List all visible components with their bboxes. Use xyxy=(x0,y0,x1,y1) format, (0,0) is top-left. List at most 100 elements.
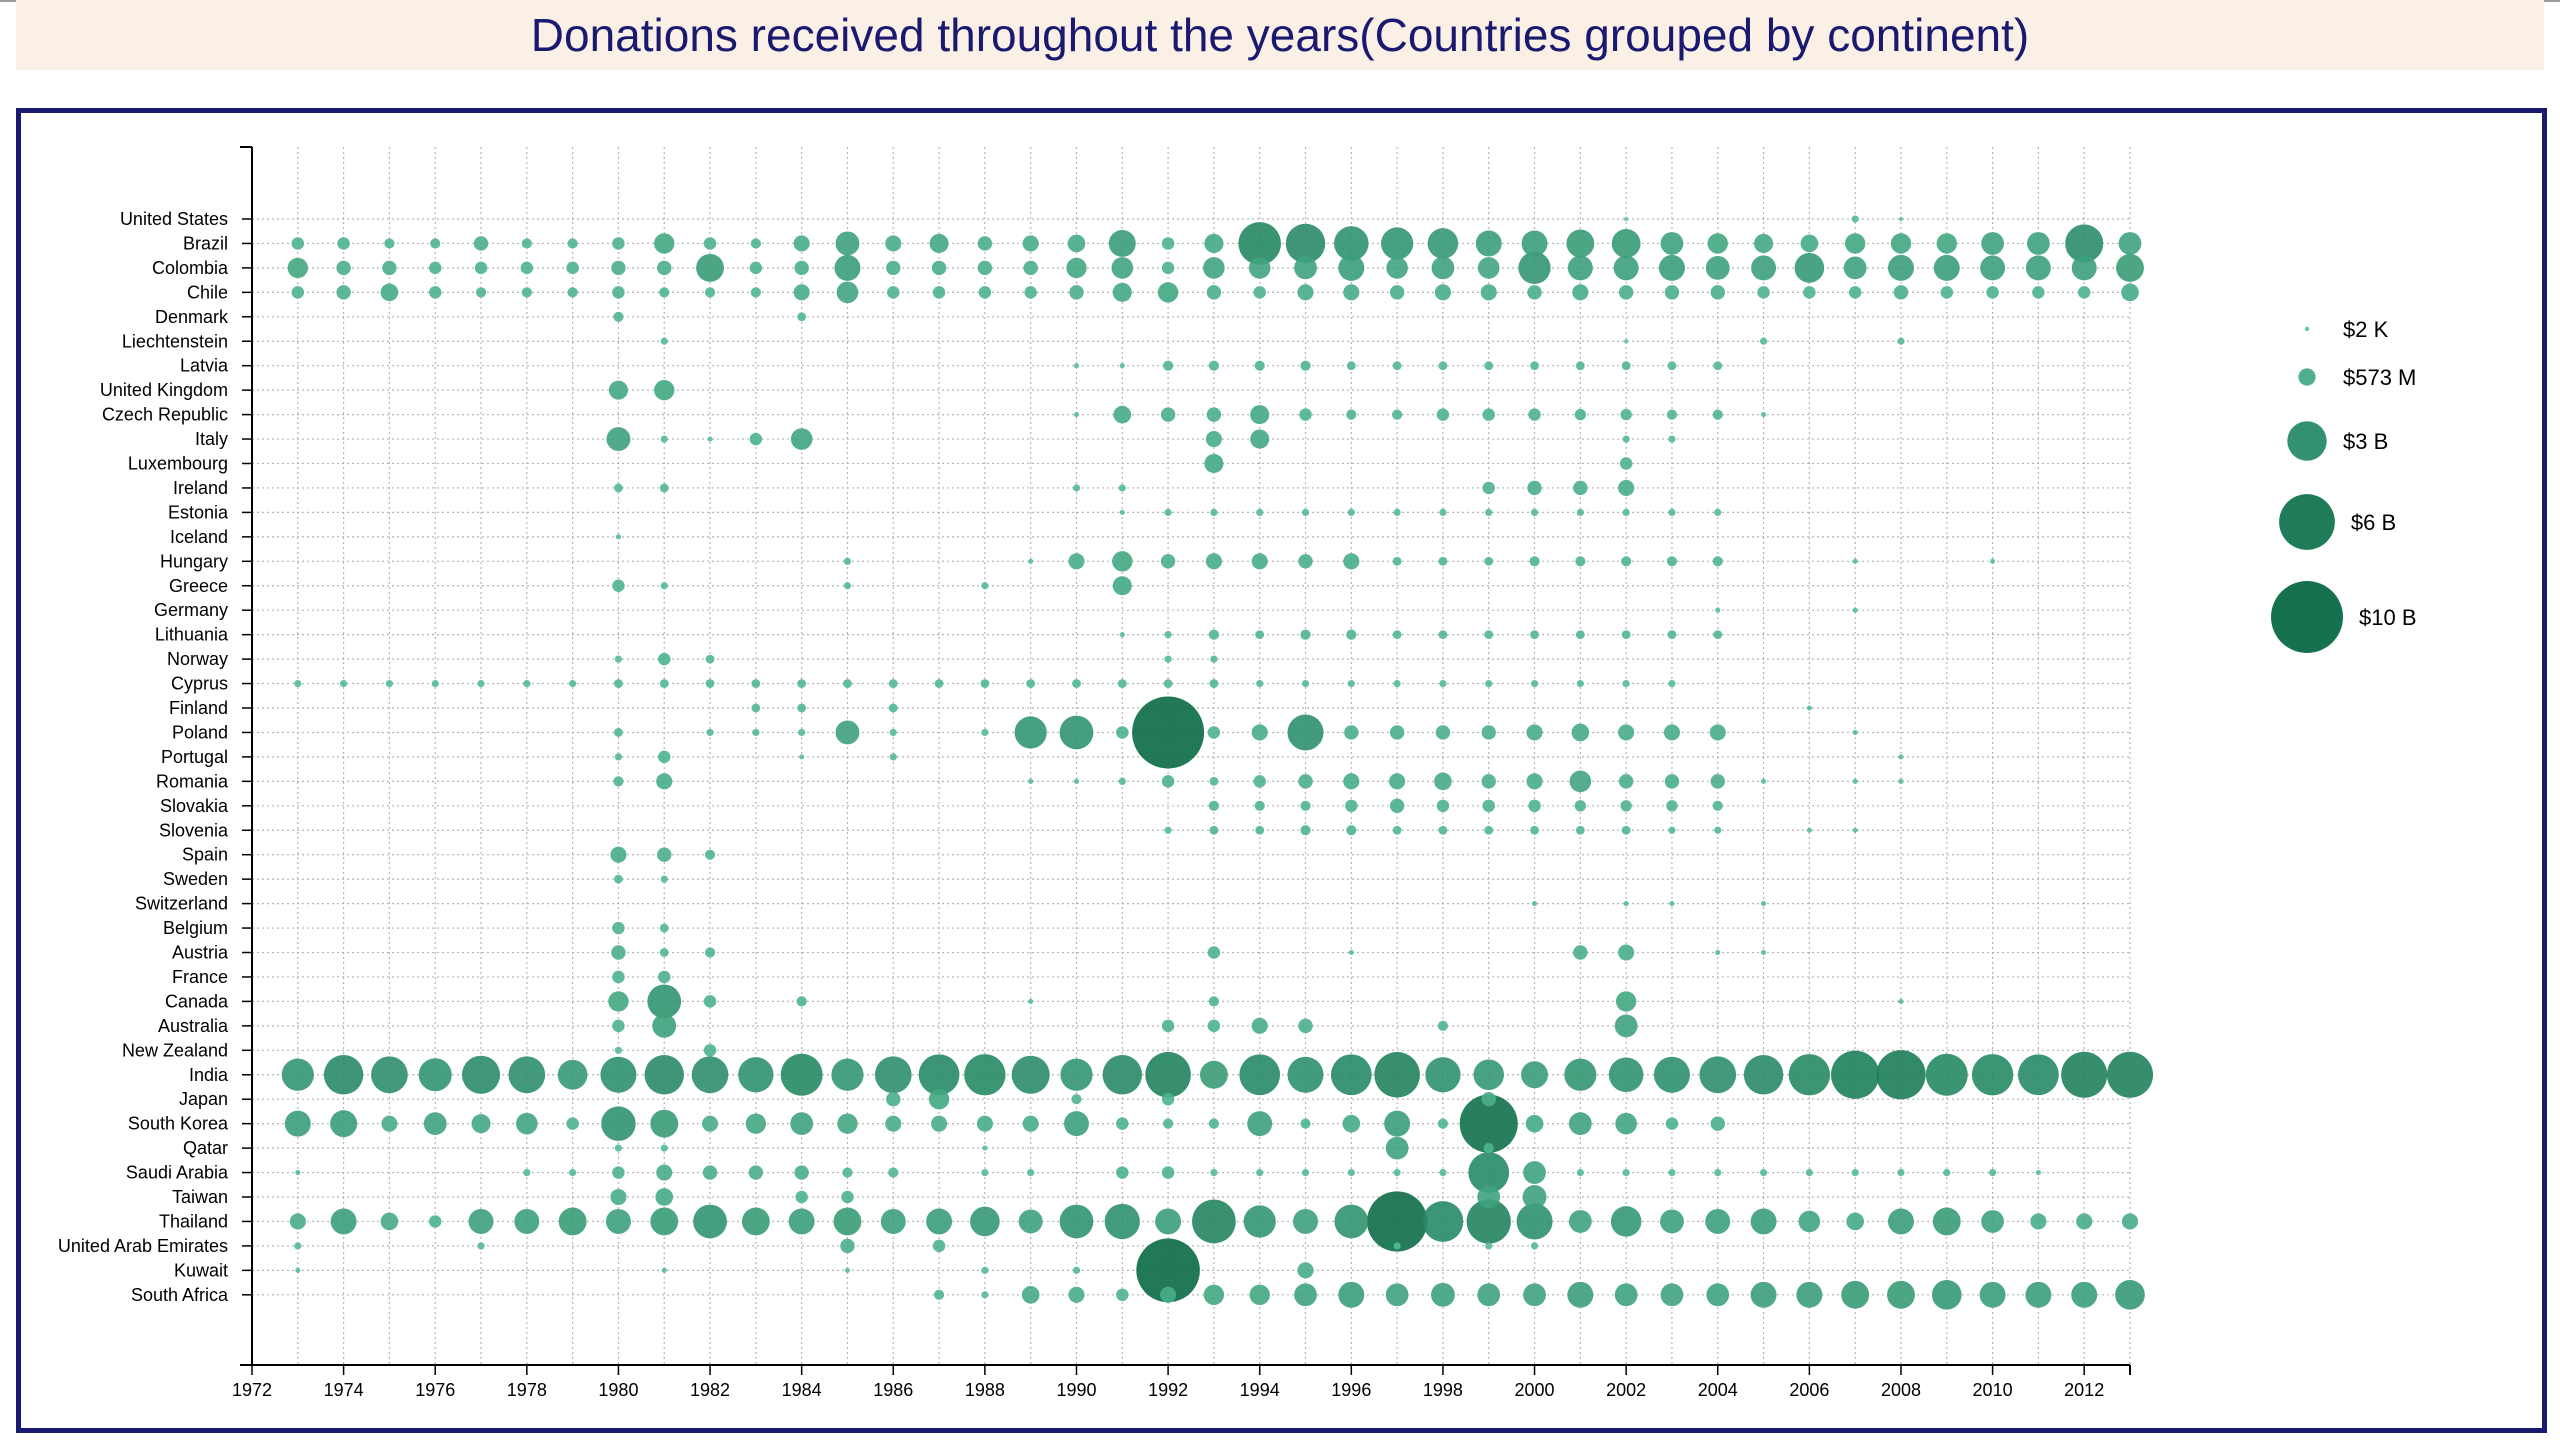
data-point xyxy=(1897,1168,1905,1177)
data-point xyxy=(1527,480,1542,496)
data-point xyxy=(336,285,351,300)
legend-label: $3 B xyxy=(2343,429,2388,454)
data-point xyxy=(658,970,671,984)
data-point xyxy=(1161,237,1175,250)
data-point xyxy=(612,1166,625,1179)
data-point xyxy=(2032,286,2045,299)
data-point xyxy=(1298,554,1313,569)
data-point xyxy=(844,1267,851,1273)
data-point xyxy=(1163,1118,1174,1129)
data-point xyxy=(705,679,715,688)
data-point xyxy=(1516,1203,1553,1240)
data-point xyxy=(797,679,807,688)
data-point xyxy=(1118,484,1126,492)
data-point xyxy=(703,237,717,250)
data-point xyxy=(1567,1281,1594,1308)
data-point xyxy=(1104,1203,1140,1240)
data-point xyxy=(650,1207,679,1236)
data-point xyxy=(1367,1191,1428,1252)
data-point xyxy=(1334,226,1369,261)
data-point xyxy=(1161,261,1175,275)
data-point xyxy=(1980,255,2006,281)
data-point xyxy=(1209,776,1219,786)
data-point xyxy=(1714,826,1722,834)
data-point xyxy=(1526,773,1543,790)
data-point xyxy=(1160,1286,1177,1303)
y-tick-label: Saudi Arabia xyxy=(126,1163,229,1183)
data-point xyxy=(1754,233,1774,253)
data-point xyxy=(557,1059,588,1090)
data-point xyxy=(841,1190,854,1204)
data-point xyxy=(1287,714,1324,751)
data-point xyxy=(981,582,989,590)
data-point xyxy=(749,261,763,275)
x-tick-label: 1982 xyxy=(690,1380,730,1400)
data-point xyxy=(477,1242,485,1250)
y-tick-label: Czech Republic xyxy=(102,405,228,425)
data-point xyxy=(885,1115,902,1132)
x-tick-label: 2004 xyxy=(1698,1380,1738,1400)
y-tick-label: Finland xyxy=(169,698,228,718)
y-tick-label: Latvia xyxy=(180,356,229,376)
x-tick-label: 1976 xyxy=(415,1380,455,1400)
data-point xyxy=(1614,1283,1638,1307)
data-point xyxy=(1610,1206,1642,1237)
data-point xyxy=(1714,508,1722,516)
data-point xyxy=(2118,232,2142,255)
data-point xyxy=(704,287,716,298)
data-point xyxy=(1434,284,1451,301)
data-point xyxy=(835,720,860,745)
y-tick-label: Japan xyxy=(179,1089,228,1109)
data-point xyxy=(1113,405,1132,424)
data-point xyxy=(780,1053,823,1096)
legend-swatch xyxy=(2304,326,2310,332)
data-point xyxy=(523,1168,531,1177)
legend-label: $573 M xyxy=(2343,365,2416,390)
data-point xyxy=(1981,1210,2004,1233)
data-point xyxy=(1136,1238,1200,1303)
data-point xyxy=(567,287,578,298)
data-point xyxy=(1615,991,1637,1012)
data-point xyxy=(1898,778,1904,784)
data-point xyxy=(1622,1168,1630,1177)
data-point xyxy=(885,235,902,252)
data-point xyxy=(1161,775,1175,788)
data-point xyxy=(1482,799,1495,813)
data-point xyxy=(1530,825,1539,835)
gridlines xyxy=(252,147,2131,1365)
data-point xyxy=(1250,405,1270,425)
data-point xyxy=(1898,754,1904,760)
data-point xyxy=(1523,1283,1546,1307)
y-tick-label: United Arab Emirates xyxy=(58,1236,228,1256)
y-tick-label: Slovakia xyxy=(160,796,229,816)
data-point xyxy=(1422,1201,1464,1242)
data-point xyxy=(514,1208,540,1234)
data-point xyxy=(430,238,441,249)
data-point xyxy=(977,260,993,276)
data-point xyxy=(660,1144,668,1152)
data-point xyxy=(1750,1281,1777,1308)
data-point xyxy=(976,1115,993,1132)
data-point xyxy=(611,945,626,960)
data-point xyxy=(521,238,532,249)
x-tick-label: 2006 xyxy=(1789,1380,1829,1400)
data-point xyxy=(1256,508,1264,516)
data-point xyxy=(1014,716,1047,749)
chart-title: Donations received throughout the years(… xyxy=(530,9,2030,61)
data-point xyxy=(703,995,717,1008)
data-point xyxy=(1207,1019,1221,1033)
data-point xyxy=(614,1144,623,1152)
data-point xyxy=(1618,285,1634,300)
data-point xyxy=(1666,409,1678,420)
data-point xyxy=(473,236,489,251)
data-point xyxy=(1208,800,1219,811)
data-point xyxy=(1658,254,1685,281)
data-point xyxy=(831,1058,864,1091)
data-point xyxy=(1011,1055,1050,1094)
data-point xyxy=(1132,696,1205,769)
legend-swatch xyxy=(2298,368,2316,386)
data-point xyxy=(795,1190,808,1204)
data-point xyxy=(1389,285,1405,300)
data-point xyxy=(1521,230,1548,257)
data-point xyxy=(1567,255,1593,281)
